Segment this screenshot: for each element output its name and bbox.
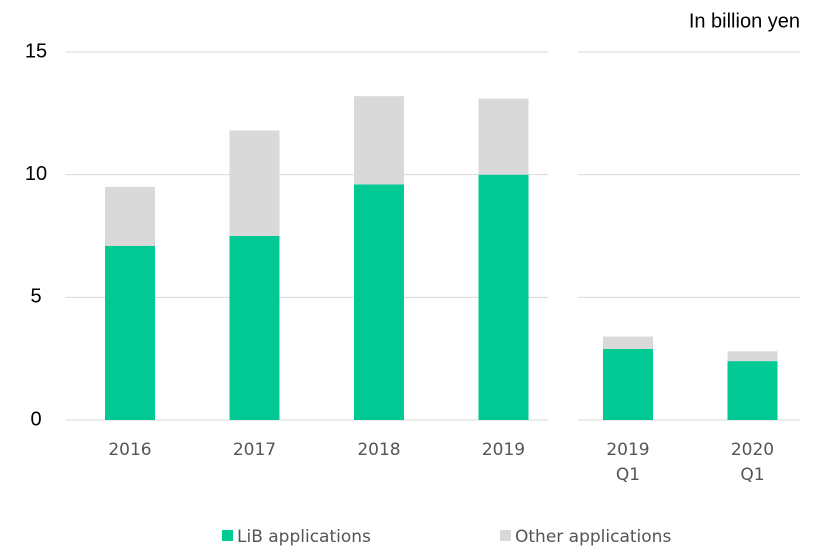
bar-segment — [105, 245, 155, 420]
bar-segment — [603, 336, 653, 349]
bar-segment — [478, 98, 529, 175]
bar-segment — [354, 96, 404, 185]
x-tick-label: 2019 — [481, 440, 526, 460]
bar-segment — [727, 361, 778, 420]
y-tick-label: 0 — [30, 408, 41, 430]
bar-segment — [105, 186, 155, 246]
legend-swatch — [500, 530, 511, 541]
bar-segment — [354, 184, 404, 420]
x-tick-label: 2017 — [232, 440, 277, 460]
bar-segment — [229, 130, 280, 236]
bar-segment — [727, 351, 778, 362]
legend-label: Other applications — [515, 527, 671, 547]
x-tick-label: 2019 Q1 — [606, 440, 650, 485]
x-tick-label: 2020 Q1 — [730, 440, 775, 485]
legend-label: LiB applications — [237, 527, 371, 547]
y-tick-label: 15 — [25, 40, 47, 62]
bar-segment — [603, 348, 653, 420]
unit-label: In billion yen — [689, 10, 800, 32]
legend-swatch — [222, 530, 233, 541]
x-tick-label: 2016 — [108, 440, 152, 460]
y-tick-label: 10 — [25, 163, 47, 185]
bar-segment — [478, 174, 529, 420]
x-tick-label: 2018 — [357, 440, 401, 460]
bar-segment — [229, 236, 280, 420]
y-tick-label: 5 — [30, 286, 41, 308]
